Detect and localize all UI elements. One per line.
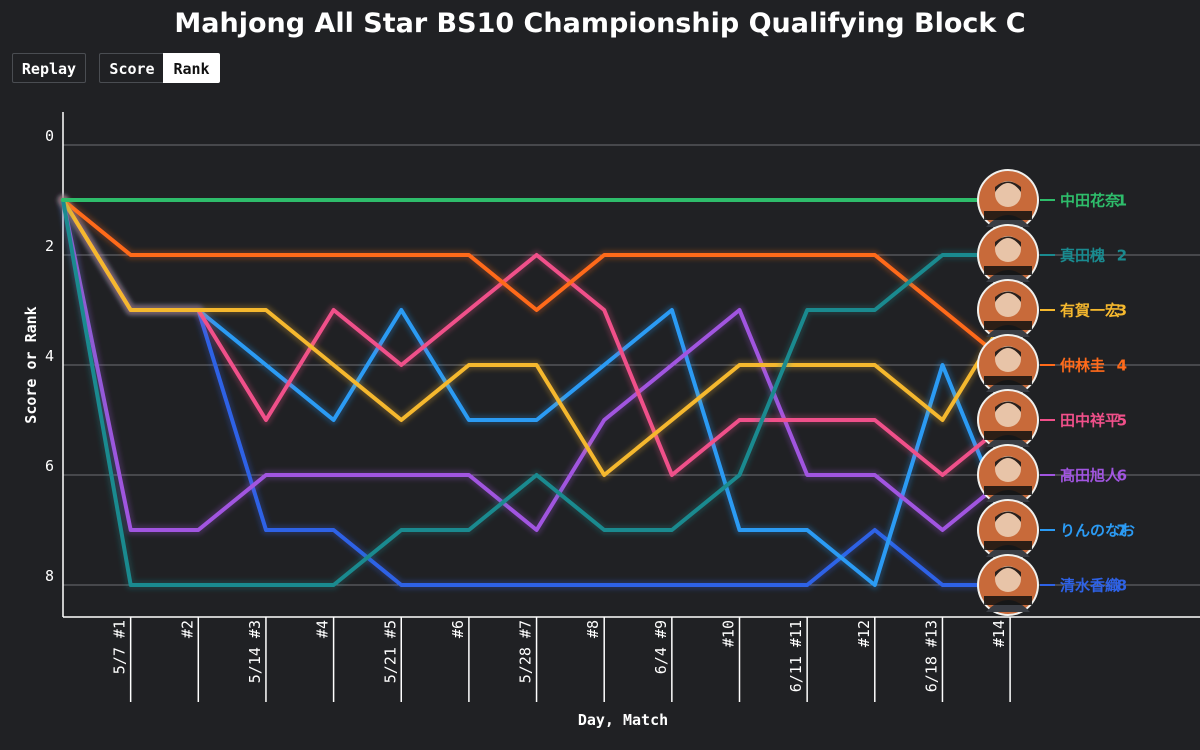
avatar-face: [995, 346, 1021, 372]
series-line[interactable]: [61, 198, 1013, 532]
legend-final-rank: 5: [1117, 412, 1127, 430]
legend-final-rank: 1: [1117, 192, 1127, 210]
series-line[interactable]: [61, 198, 1013, 477]
legend-final-rank: 8: [1117, 577, 1127, 595]
legend-final-rank: 2: [1117, 247, 1127, 265]
legend-final-rank: 6: [1117, 467, 1127, 485]
y-tick-label: 6: [45, 457, 54, 475]
x-tick-label: #14: [990, 620, 1008, 647]
avatar-hair: [995, 181, 1021, 192]
x-tick-label: #12: [855, 620, 873, 647]
legend-player-name: りんのなお: [1060, 522, 1135, 540]
x-tick-label: #10: [720, 620, 738, 647]
rank-toggle-button[interactable]: Rank: [163, 53, 220, 83]
legend-player-name: 髙田旭人: [1060, 467, 1121, 485]
legend-player-name: 田中祥平: [1060, 412, 1120, 430]
x-tick-label: #8: [584, 620, 602, 638]
y-tick-label: 0: [45, 127, 54, 145]
avatar-nameplate: [984, 211, 1032, 220]
avatar-nameplate: [984, 596, 1032, 605]
axis-layer: 0 2 4 6 8 5/7 #1 #2 5/14 #3 #4 5/21 #5 #6 5/28 #7 #8…: [45, 112, 1200, 702]
series-line[interactable]: [61, 198, 1013, 477]
x-tick-label: 5/21 #5: [381, 620, 399, 683]
legend-final-rank: 4: [1117, 357, 1127, 375]
legend-player-name: 清水香織: [1060, 577, 1120, 595]
legend-item[interactable]: 真田槐 2: [977, 224, 1127, 286]
x-tick-label: #6: [449, 620, 467, 638]
avatar-face: [995, 566, 1021, 592]
y-axis-title: Score or Rank: [22, 306, 40, 423]
series-layer: [58, 195, 1016, 590]
avatar-nameplate: [984, 541, 1032, 550]
avatar-face: [995, 291, 1021, 317]
legend-item[interactable]: 仲林圭 4: [977, 334, 1127, 396]
legend-player-name: 中田花奈: [1060, 192, 1121, 210]
replay-button[interactable]: Replay: [12, 53, 86, 83]
avatar-nameplate: [984, 431, 1032, 440]
avatar-nameplate: [984, 376, 1032, 385]
legend-player-name: 有賀一宏: [1060, 302, 1120, 320]
legend-player-name: 真田槐: [1060, 247, 1105, 265]
avatar-nameplate: [984, 321, 1032, 330]
x-tick-label: 6/4 #9: [652, 620, 670, 674]
series-line[interactable]: [61, 198, 1013, 587]
avatar-hair: [995, 236, 1021, 247]
legend-player-name: 仲林圭: [1060, 357, 1105, 375]
y-tick-label: 2: [45, 237, 54, 255]
avatar-hair: [995, 456, 1021, 467]
avatar-face: [995, 511, 1021, 537]
avatar-face: [995, 401, 1021, 427]
avatar-hair: [995, 401, 1021, 412]
avatar-hair: [995, 511, 1021, 522]
y-tick-label: 8: [45, 567, 54, 585]
chart-title: Mahjong All Star BS10 Championship Quali…: [174, 8, 1026, 39]
y-tick-label: 4: [45, 347, 54, 365]
x-tick-label: #2: [178, 620, 196, 638]
x-tick-label: 5/7 #1: [111, 620, 129, 674]
avatar-face: [995, 236, 1021, 262]
avatar-face: [995, 181, 1021, 207]
avatar-hair: [995, 346, 1021, 357]
series-line[interactable]: [61, 198, 1013, 367]
score-toggle-button[interactable]: Score: [99, 53, 164, 83]
avatar-face: [995, 456, 1021, 482]
x-tick-label: 5/28 #7: [517, 620, 535, 683]
legend-final-rank: 7: [1117, 522, 1127, 540]
x-tick-label: #4: [314, 620, 332, 638]
avatar-nameplate: [984, 486, 1032, 495]
avatar-hair: [995, 291, 1021, 302]
x-tick-label: 6/11 #11: [787, 620, 805, 692]
x-axis-title: Day, Match: [578, 711, 668, 729]
legend-final-rank: 3: [1117, 302, 1127, 320]
x-tick-label: 6/18 #13: [922, 620, 940, 692]
series-line[interactable]: [61, 198, 1013, 587]
x-tick-label: 5/14 #3: [246, 620, 264, 683]
series-line[interactable]: [61, 198, 1013, 587]
avatar-nameplate: [984, 266, 1032, 275]
avatar-hair: [995, 566, 1021, 577]
